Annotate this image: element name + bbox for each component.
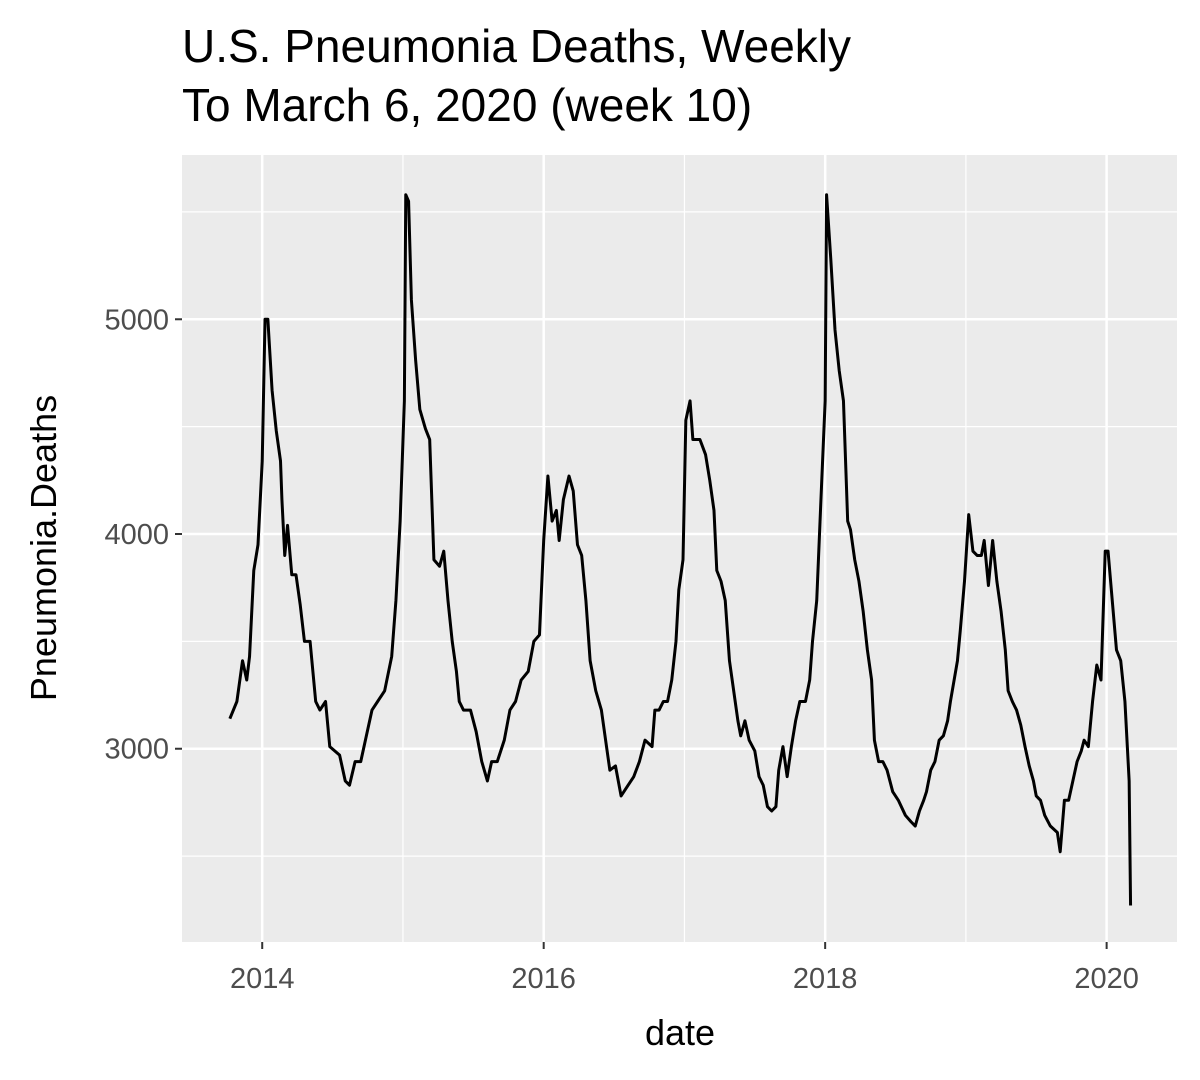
y-tick-label: 5000 <box>104 304 169 336</box>
x-tick-label: 2018 <box>793 963 858 995</box>
x-tick-label: 2020 <box>1074 963 1139 995</box>
plot-panel <box>182 155 1177 942</box>
x-tick-label: 2014 <box>230 963 295 995</box>
y-tick-label: 3000 <box>104 734 169 766</box>
y-axis-label: Pneumonia.Deaths <box>23 395 64 701</box>
data-line <box>228 193 1133 906</box>
x-tick-label: 2016 <box>511 963 576 995</box>
chart-title: To March 6, 2020 (week 10) <box>182 79 752 131</box>
x-axis-label: date <box>645 1012 715 1053</box>
y-tick-label: 4000 <box>104 519 169 551</box>
chart-title: U.S. Pneumonia Deaths, Weekly <box>182 20 851 72</box>
